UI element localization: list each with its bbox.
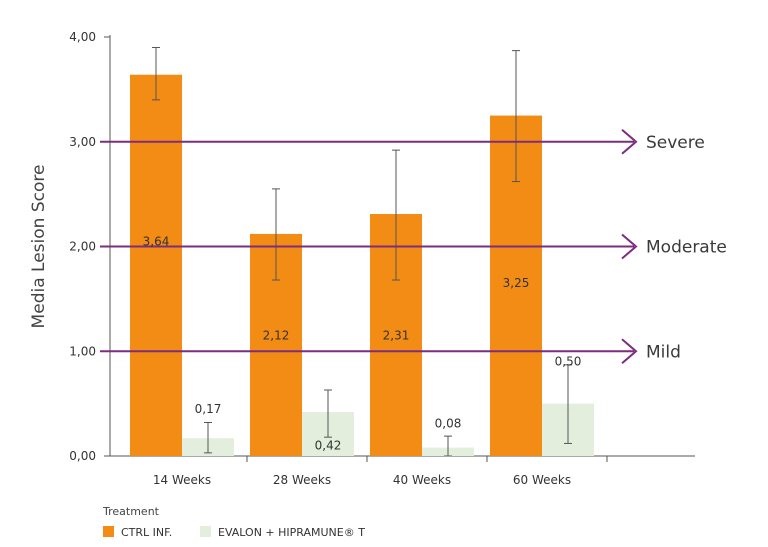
threshold-arrowhead-severe <box>621 128 638 155</box>
y-axis-label: Media Lesion Score <box>29 165 49 329</box>
y-tick-label: 0,00 <box>69 449 96 463</box>
x-tick-label: 60 Weeks <box>513 473 571 487</box>
legend-label-ctrl-inf: CTRL INF. <box>121 526 172 539</box>
data-label-ctrl-inf: 3,25 <box>503 276 530 290</box>
legend-swatch-evalon-hipramune <box>200 526 211 537</box>
data-label-ctrl-inf: 2,31 <box>383 329 410 343</box>
data-label-ctrl-inf: 2,12 <box>263 329 290 343</box>
data-labels: 3,64 0,17 2,12 0,42 2,31 0,08 3,25 0,50 <box>143 234 582 452</box>
error-bars <box>152 46 572 457</box>
y-tick-label: 2,00 <box>69 240 96 254</box>
threshold-label-severe: Severe <box>646 133 705 153</box>
data-label-evalon-hipramune: 0,08 <box>435 417 462 431</box>
legend-label-evalon-hipramune: EVALON + HIPRAMUNE® T <box>218 526 365 539</box>
y-tick-label: 3,00 <box>69 135 96 149</box>
y-tick-label: 1,00 <box>69 344 96 358</box>
data-label-evalon-hipramune: 0,42 <box>315 439 342 453</box>
axes: 0,00 1,00 2,00 3,00 4,00 Media Lesion Score 14… <box>29 30 695 487</box>
data-label-evalon-hipramune: 0,50 <box>555 355 582 369</box>
x-tick-label: 28 Weeks <box>273 473 331 487</box>
data-label-evalon-hipramune: 0,17 <box>195 402 222 416</box>
y-tick-label: 4,00 <box>69 30 96 44</box>
threshold-arrowhead-moderate <box>621 233 638 260</box>
data-label-ctrl-inf: 3,64 <box>143 234 170 248</box>
legend-swatch-ctrl-inf <box>103 526 114 537</box>
bar-ctrl-inf <box>130 74 182 457</box>
x-tick-label: 40 Weeks <box>393 473 451 487</box>
severity-thresholds: Severe Moderate Mild <box>100 128 727 365</box>
threshold-arrowhead-mild <box>621 338 638 365</box>
x-tick-label: 14 Weeks <box>153 473 211 487</box>
legend-title: Treatment <box>102 505 160 518</box>
threshold-label-moderate: Moderate <box>646 238 727 258</box>
threshold-label-mild: Mild <box>646 342 681 362</box>
legend: Treatment CTRL INF. EVALON + HIPRAMUNE® T <box>102 505 365 539</box>
bars <box>130 74 594 457</box>
